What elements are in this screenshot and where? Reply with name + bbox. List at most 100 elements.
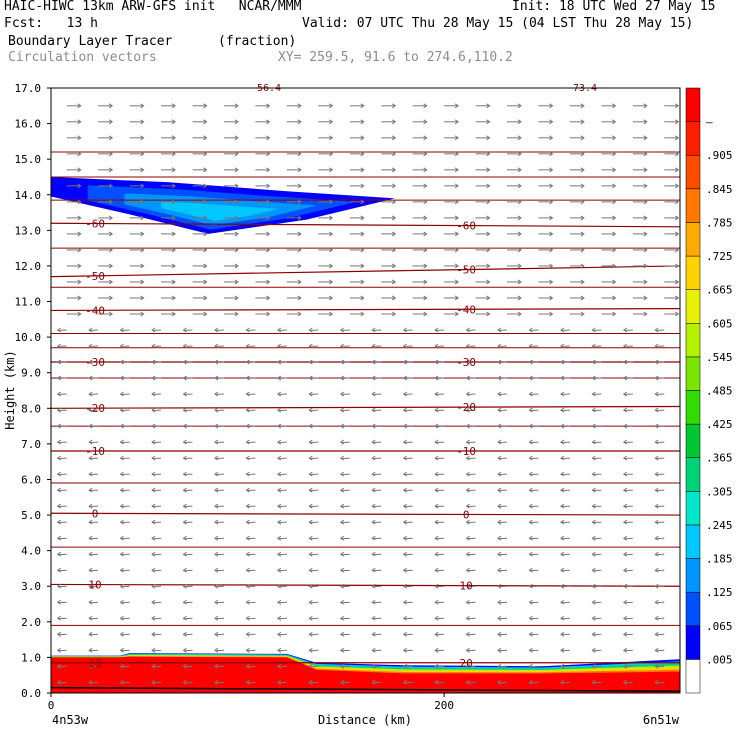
wind-vector-head — [423, 183, 428, 189]
vector-label: Circulation vectors — [8, 50, 157, 65]
wind-vector-head — [612, 295, 617, 301]
wind-vector-head — [56, 327, 62, 333]
temperature-contours — [51, 151, 680, 664]
wind-vector-head — [465, 679, 470, 685]
wind-vector-head — [214, 551, 219, 557]
wind-vector-head — [276, 615, 282, 621]
y-tick-label: 0.0 — [21, 687, 41, 700]
wind-vector-head — [140, 151, 145, 157]
wind-vector-head — [360, 263, 365, 269]
colorbar-swatch — [685, 659, 701, 694]
wind-vector-head — [497, 487, 502, 493]
wind-vector-head — [88, 519, 93, 525]
wind-vector-head — [528, 471, 533, 477]
wind-vector-head — [151, 375, 156, 381]
wind-vector-head — [234, 295, 239, 301]
wind-vector-head — [182, 343, 187, 349]
contour-label: -30 — [85, 356, 105, 369]
wind-vector-head — [214, 471, 219, 477]
colorbar-label: .665 — [706, 284, 733, 297]
wind-vector-head — [549, 135, 554, 141]
wind-vector-head — [643, 311, 648, 317]
wind-vector-head — [560, 535, 565, 541]
wind-vector-head — [266, 295, 271, 301]
wind-vector-head — [140, 215, 145, 221]
wind-vector-head — [371, 519, 376, 525]
wind-vector-head — [119, 359, 124, 365]
wind-vector-head — [465, 343, 470, 349]
wind-vector-head — [151, 583, 156, 589]
wind-vector-head — [497, 471, 502, 477]
wind-vector-head — [654, 615, 659, 621]
wind-vector-head — [88, 567, 93, 573]
wind-vector-head — [371, 503, 376, 509]
wind-vector-head — [371, 455, 376, 461]
wind-vector-head — [591, 423, 596, 429]
wind-vector-head — [108, 215, 114, 221]
wind-vector-head — [465, 407, 470, 413]
wind-vector-head — [402, 423, 407, 429]
wind-vector-head — [371, 407, 376, 413]
wind-vector-head — [77, 215, 82, 221]
wind-vector-head — [591, 343, 596, 349]
wind-vector-head — [622, 455, 628, 461]
wind-vector-head — [371, 391, 376, 397]
wind-vector-head — [140, 247, 145, 253]
wind-vector-head — [591, 535, 596, 541]
wind-vector-head — [203, 247, 208, 253]
wind-vector-head — [434, 615, 439, 621]
wind-vector-head — [108, 103, 114, 109]
wind-vector-head — [612, 135, 617, 141]
wind-vector-head — [214, 599, 219, 605]
wind-vector-head — [517, 119, 522, 125]
wind-vector-head — [423, 247, 428, 253]
wind-vector-head — [391, 231, 397, 237]
wind-vector-head — [119, 631, 124, 637]
wind-vector-head — [182, 535, 187, 541]
wind-vector-head — [266, 215, 271, 221]
wind-vector-head — [465, 503, 470, 509]
wind-vector-head — [454, 119, 460, 125]
wind-vector-head — [497, 503, 502, 509]
wind-vector-head — [423, 215, 428, 221]
wind-vector-head — [549, 295, 554, 301]
wind-vector-head — [245, 631, 250, 637]
wind-vector-head — [528, 519, 533, 525]
wind-vector-head — [674, 183, 680, 189]
wind-vector-head — [360, 199, 365, 205]
wind-vector-head — [151, 391, 156, 397]
wind-vector-head — [339, 631, 345, 637]
wind-vector-head — [245, 375, 250, 381]
wind-vector-head — [88, 503, 93, 509]
wind-vector-head — [339, 679, 345, 685]
y-tick-label: 11.0 — [15, 296, 42, 309]
wind-vector-head — [308, 631, 313, 637]
contour-label: 10 — [88, 579, 101, 592]
wind-vector-head — [497, 455, 502, 461]
wind-vector-head — [612, 215, 617, 221]
wind-vector-head — [308, 327, 313, 333]
wind-vector-head — [56, 455, 62, 461]
colorbar-label: .785 — [706, 216, 733, 229]
wind-vector-head — [276, 535, 282, 541]
wind-vector-head — [360, 295, 365, 301]
wind-vector-head — [643, 119, 648, 125]
wind-vector-head — [643, 263, 648, 269]
wind-vector-head — [339, 663, 345, 669]
wind-vector-head — [497, 663, 502, 669]
wind-vector-head — [622, 327, 628, 333]
wind-vector-head — [203, 279, 208, 285]
contour-label: -20 — [456, 401, 476, 414]
wind-vector-head — [119, 471, 124, 477]
colorbar-label: .005 — [706, 653, 733, 666]
wind-vector-head — [339, 375, 345, 381]
wind-vector-head — [371, 343, 376, 349]
wind-vector-head — [654, 423, 659, 429]
wind-vector-head — [465, 359, 470, 365]
wind-vector-head — [622, 599, 628, 605]
wind-vector-head — [234, 263, 239, 269]
wind-vector-head — [329, 263, 334, 269]
wind-vector-head — [297, 295, 302, 301]
wind-vector-head — [591, 615, 596, 621]
wind-vector-head — [591, 407, 596, 413]
